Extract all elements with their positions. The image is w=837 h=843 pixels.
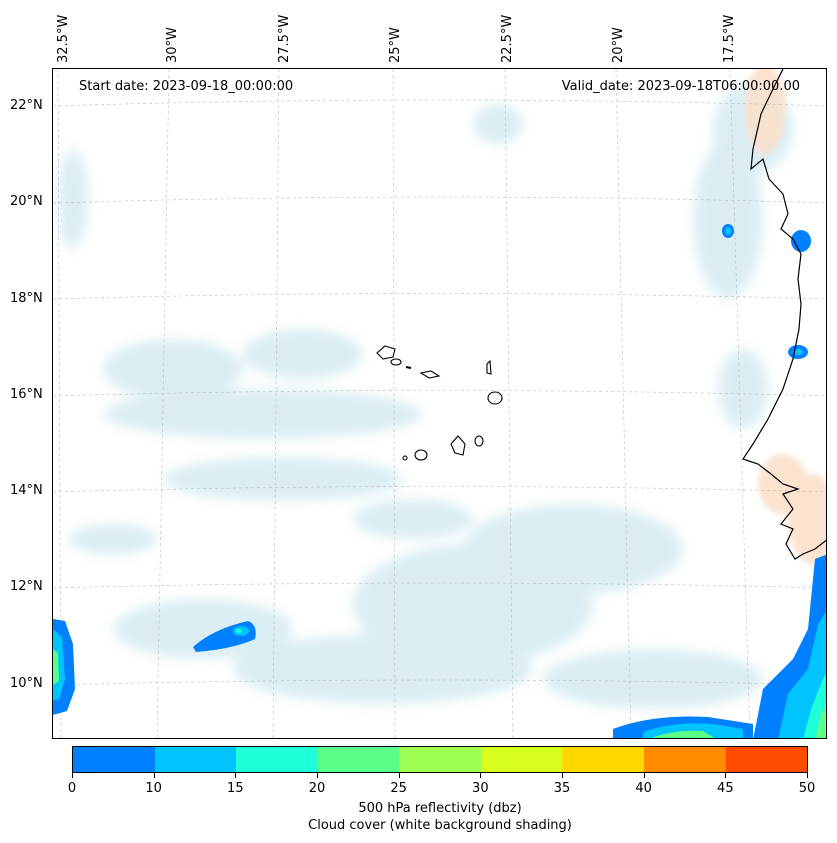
map-panel: Start date: 2023-09-18_00:00:00 Valid_da… bbox=[52, 68, 827, 739]
colorbar-segment bbox=[480, 747, 563, 772]
colorbar-tick bbox=[807, 773, 808, 778]
colorbar-tick bbox=[398, 773, 400, 778]
colorbar-tick bbox=[562, 773, 563, 778]
colorbar-tick-label: 10 bbox=[145, 781, 162, 796]
lat-label-18n: 18°N bbox=[10, 291, 43, 306]
colorbar-segment bbox=[236, 747, 318, 772]
colorbar-segment bbox=[154, 747, 237, 772]
colorbar-tick-label: 45 bbox=[717, 781, 734, 796]
lon-label-20w: 20°W bbox=[611, 27, 626, 63]
cape-verde-islands bbox=[376, 345, 503, 461]
lon-label-32-5w: 32.5°W bbox=[56, 14, 71, 63]
lon-label-30w: 30°W bbox=[165, 27, 180, 63]
colorbar-tick-label: 50 bbox=[798, 781, 816, 796]
colorbar-tick bbox=[643, 773, 645, 778]
colorbar-tick-label: 0 bbox=[67, 781, 77, 796]
colorbar-tick bbox=[235, 773, 237, 778]
lat-label-16n: 16°N bbox=[10, 387, 43, 402]
colorbar-tick bbox=[725, 773, 727, 778]
coastline bbox=[742, 69, 826, 560]
lon-label-17-5w: 17.5°W bbox=[722, 14, 737, 63]
gridlines bbox=[53, 69, 826, 738]
colorbar-tick bbox=[480, 773, 482, 778]
colorbar-segment bbox=[399, 747, 481, 772]
colorbar-tick-label: 25 bbox=[390, 781, 407, 796]
colorbar-tick-label: 20 bbox=[308, 781, 326, 796]
colorbar-tick bbox=[72, 773, 73, 778]
lon-label-27-5w: 27.5°W bbox=[277, 14, 292, 63]
cloud-cover-shading bbox=[58, 84, 793, 709]
colorbar-tick-label: 40 bbox=[635, 781, 652, 796]
colorbar-tick bbox=[317, 773, 318, 778]
colorbar-segment bbox=[562, 747, 644, 772]
lat-label-20n: 20°N bbox=[10, 194, 43, 209]
lat-label-22n: 22°N bbox=[10, 98, 43, 113]
colorbar-label: 500 hPa reflectivity (dbz) bbox=[358, 801, 522, 816]
colorbar-segment bbox=[643, 747, 726, 772]
valid-date-label: Valid_date: 2023-09-18T06:00:00.00 bbox=[561, 79, 800, 94]
map-canvas bbox=[53, 69, 826, 738]
start-date-label: Start date: 2023-09-18_00:00:00 bbox=[79, 79, 294, 94]
colorbar-tick-label: 30 bbox=[472, 781, 489, 796]
lat-label-10n: 10°N bbox=[10, 676, 43, 691]
colorbar-segment bbox=[317, 747, 400, 772]
colorbar-tick bbox=[153, 773, 155, 778]
colorbar-tick-label: 15 bbox=[227, 781, 244, 796]
colorbar bbox=[72, 746, 808, 773]
lat-label-12n: 12°N bbox=[10, 579, 43, 594]
colorbar-tick-label: 35 bbox=[553, 781, 571, 796]
colorbar-sublabel: Cloud cover (white background shading) bbox=[308, 818, 572, 833]
reflectivity-cells bbox=[53, 224, 826, 738]
lat-label-14n: 14°N bbox=[10, 483, 43, 498]
colorbar-segment bbox=[725, 747, 808, 772]
lon-label-22-5w: 22.5°W bbox=[500, 14, 515, 63]
colorbar-segment bbox=[73, 747, 155, 772]
lon-label-25w: 25°W bbox=[388, 27, 403, 63]
